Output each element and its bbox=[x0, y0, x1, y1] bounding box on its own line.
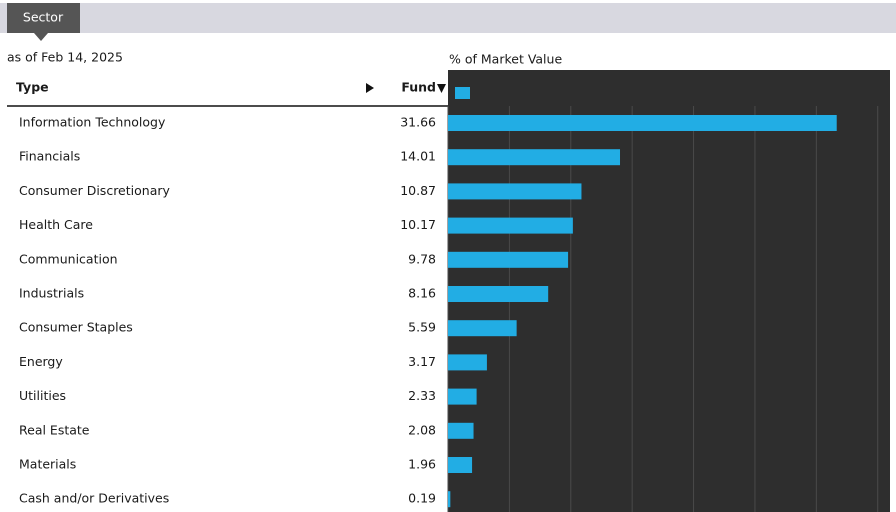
chart-title: % of Market Value bbox=[449, 52, 562, 67]
row-label: Consumer Staples bbox=[19, 320, 133, 335]
row-value: 31.66 bbox=[400, 115, 436, 130]
bar bbox=[448, 320, 517, 337]
bar bbox=[448, 354, 487, 371]
bar bbox=[448, 217, 573, 234]
bar bbox=[448, 115, 837, 131]
row-label: Consumer Discretionary bbox=[19, 183, 170, 198]
row-label: Energy bbox=[19, 354, 63, 369]
tab-pointer bbox=[34, 33, 48, 41]
row-label: Industrials bbox=[19, 286, 84, 301]
row-value: 3.17 bbox=[408, 354, 436, 369]
tab-label[interactable]: Sector bbox=[23, 10, 64, 25]
row-value: 0.19 bbox=[408, 491, 436, 506]
bar bbox=[448, 388, 477, 405]
row-label: Utilities bbox=[19, 388, 66, 403]
bar bbox=[448, 457, 473, 473]
row-value: 8.16 bbox=[408, 286, 436, 301]
row-value: 1.96 bbox=[408, 457, 436, 472]
row-value: 10.17 bbox=[400, 217, 436, 232]
bar bbox=[448, 251, 569, 268]
row-label: Cash and/or Derivatives bbox=[19, 491, 169, 506]
sort-arrow[interactable] bbox=[437, 84, 446, 93]
column-header[interactable]: Type bbox=[16, 80, 49, 95]
tab[interactable] bbox=[7, 3, 80, 33]
row-label: Health Care bbox=[19, 217, 93, 232]
row-value: 2.33 bbox=[408, 388, 436, 403]
tab-bar bbox=[0, 3, 896, 33]
row-label: Materials bbox=[19, 457, 76, 472]
bar bbox=[448, 491, 451, 508]
bar bbox=[448, 149, 621, 166]
expand-arrow[interactable] bbox=[366, 83, 374, 93]
bar bbox=[448, 422, 474, 439]
row-label: Real Estate bbox=[19, 422, 90, 437]
bar bbox=[448, 183, 582, 200]
row-value: 5.59 bbox=[408, 320, 436, 335]
bar bbox=[448, 286, 549, 302]
row-value: 10.87 bbox=[400, 183, 436, 198]
row-value: 9.78 bbox=[408, 251, 436, 266]
column-header[interactable]: Fund bbox=[401, 80, 436, 95]
row-label: Information Technology bbox=[19, 115, 166, 130]
row-value: 2.08 bbox=[408, 422, 436, 437]
row-label: Communication bbox=[19, 251, 118, 266]
legend-swatch bbox=[455, 87, 470, 99]
row-label: Financials bbox=[19, 149, 80, 164]
as-of-date: as of Feb 14, 2025 bbox=[7, 50, 123, 65]
row-value: 14.01 bbox=[400, 149, 436, 164]
